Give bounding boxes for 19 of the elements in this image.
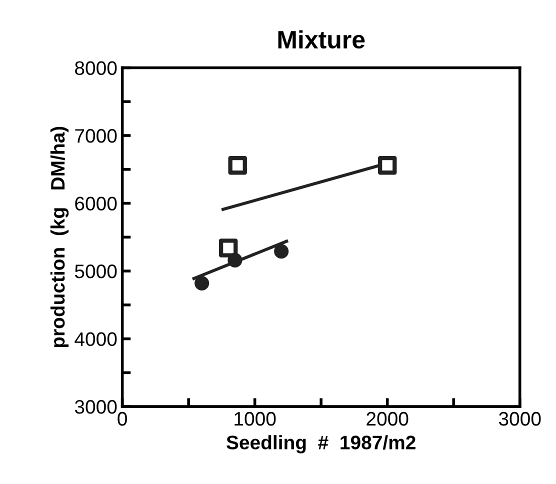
point [228,252,242,268]
point [194,276,210,291]
x-axis-title: Seedling # 1987/m2 [226,435,416,454]
y-tick-label: 3000 [74,400,117,414]
point [274,244,289,259]
x-tick-label: 0 [118,412,127,426]
y-tick-label: 7000 [75,128,117,143]
x-tick-label: 1000 [234,412,276,426]
y-tick-label: 5000 [74,264,117,278]
y-tick-label: 8000 [75,61,117,75]
point [228,156,247,175]
point [378,156,397,175]
y-tick-label: 6000 [75,196,117,211]
chart-title: Mixture [278,30,365,49]
y-axis-title: production (kg DM/ha) [50,126,69,348]
x-tick-label: 3000 [498,412,541,426]
point [218,238,238,258]
y-tick-label: 4000 [74,332,117,346]
x-tick-label: 2000 [366,412,408,426]
